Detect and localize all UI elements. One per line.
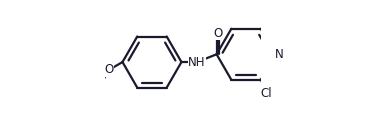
Text: Cl: Cl [261, 87, 272, 100]
Text: NH: NH [188, 56, 206, 69]
Text: O: O [104, 63, 114, 76]
Text: O: O [213, 27, 223, 40]
Text: N: N [275, 48, 284, 61]
